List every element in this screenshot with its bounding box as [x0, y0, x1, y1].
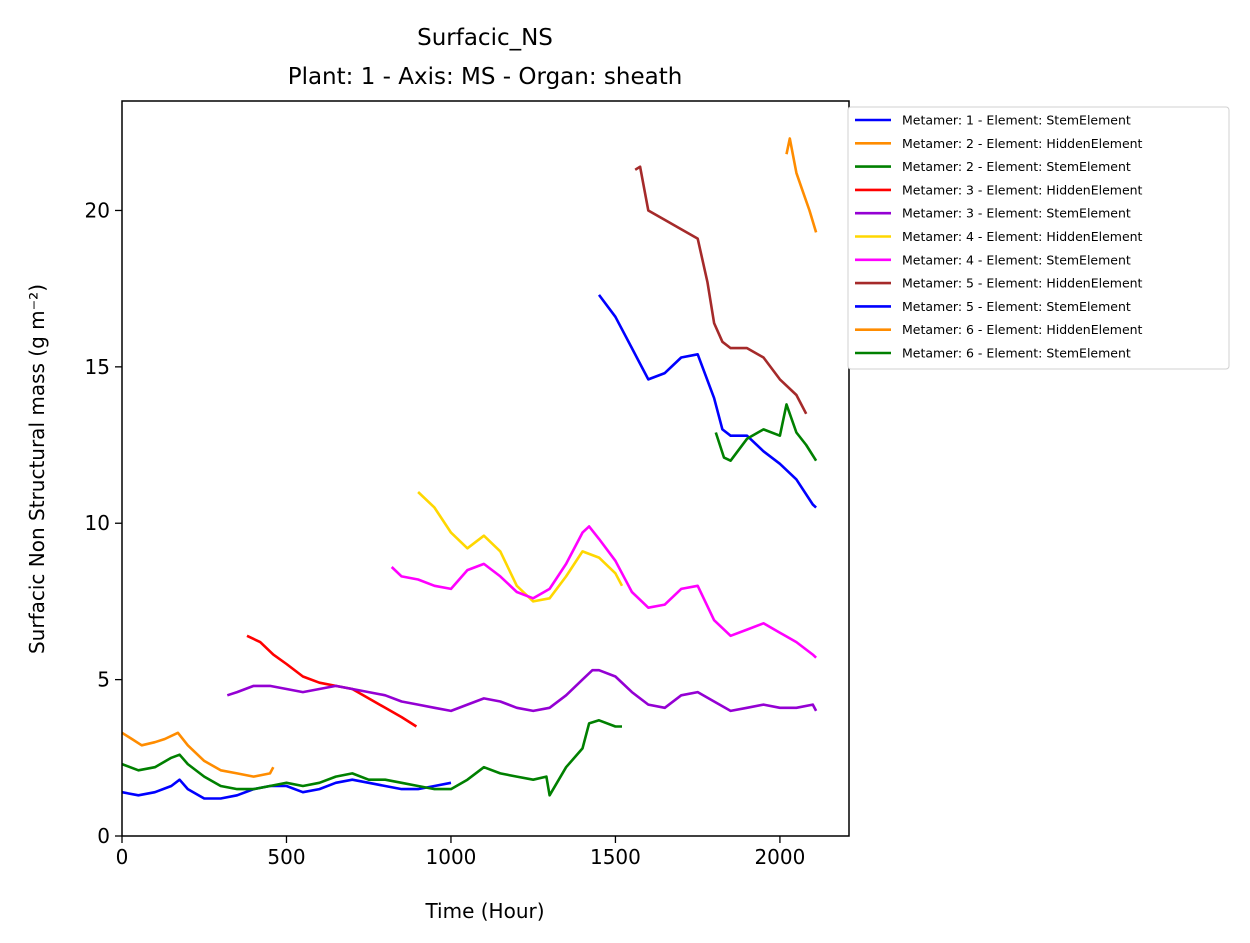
legend: Metamer: 1 - Element: StemElement Metamer… [847, 106, 1230, 370]
series-line-2 [121, 731, 275, 778]
plot-area [121, 137, 818, 800]
series-line-3 [121, 718, 622, 797]
series-line-11 [714, 403, 818, 463]
legend-entry: Metamer: 4 - Element: StemElement [902, 252, 1131, 267]
series-line-5 [226, 668, 818, 713]
chart-subtitle: Plant: 1 - Axis: MS - Organ: sheath [288, 64, 683, 90]
y-axis-label: Surfacic Non Structural mass (g m⁻²) [25, 284, 49, 654]
chart-title: Surfacic_NS [417, 25, 553, 51]
series-line-4 [246, 634, 418, 728]
y-tick-label: 10 [85, 511, 110, 535]
y-tick-label: 5 [97, 668, 110, 692]
x-tick-label: 1500 [590, 845, 641, 869]
legend-entry: Metamer: 5 - Element: StemElement [902, 299, 1131, 314]
legend-entry: Metamer: 5 - Element: HiddenElement [902, 276, 1143, 291]
series-line-10 [785, 137, 818, 233]
legend-box [847, 106, 1230, 370]
y-tick-label: 15 [85, 355, 110, 379]
legend-entry: Metamer: 2 - Element: HiddenElement [902, 136, 1143, 151]
legend-entry: Metamer: 4 - Element: HiddenElement [902, 229, 1143, 244]
legend-entry: Metamer: 1 - Element: StemElement [902, 113, 1131, 128]
series-line-1 [121, 778, 452, 800]
y-tick-label: 0 [97, 824, 110, 848]
x-tick-label: 500 [267, 845, 305, 869]
x-axis-label: Time (Hour) [424, 899, 544, 923]
legend-entry: Metamer: 3 - Element: StemElement [902, 206, 1131, 221]
legend-entry: Metamer: 6 - Element: HiddenElement [902, 322, 1143, 337]
x-tick-label: 2000 [754, 845, 805, 869]
plot-frame [121, 100, 850, 837]
y-tick-label: 20 [85, 198, 110, 222]
legend-entry: Metamer: 2 - Element: StemElement [902, 159, 1131, 174]
x-tick-label: 1000 [426, 845, 477, 869]
series-line-7 [390, 525, 817, 659]
y-axis: 0 5 10 15 20 [85, 198, 122, 848]
legend-entry: Metamer: 3 - Element: HiddenElement [902, 182, 1143, 197]
series-line-6 [417, 491, 624, 603]
series-line-8 [634, 165, 808, 415]
series-line-9 [597, 294, 817, 509]
legend-entry: Metamer: 6 - Element: StemElement [902, 346, 1131, 361]
x-axis: 0 500 1000 1500 2000 [116, 836, 805, 869]
x-tick-label: 0 [116, 845, 129, 869]
